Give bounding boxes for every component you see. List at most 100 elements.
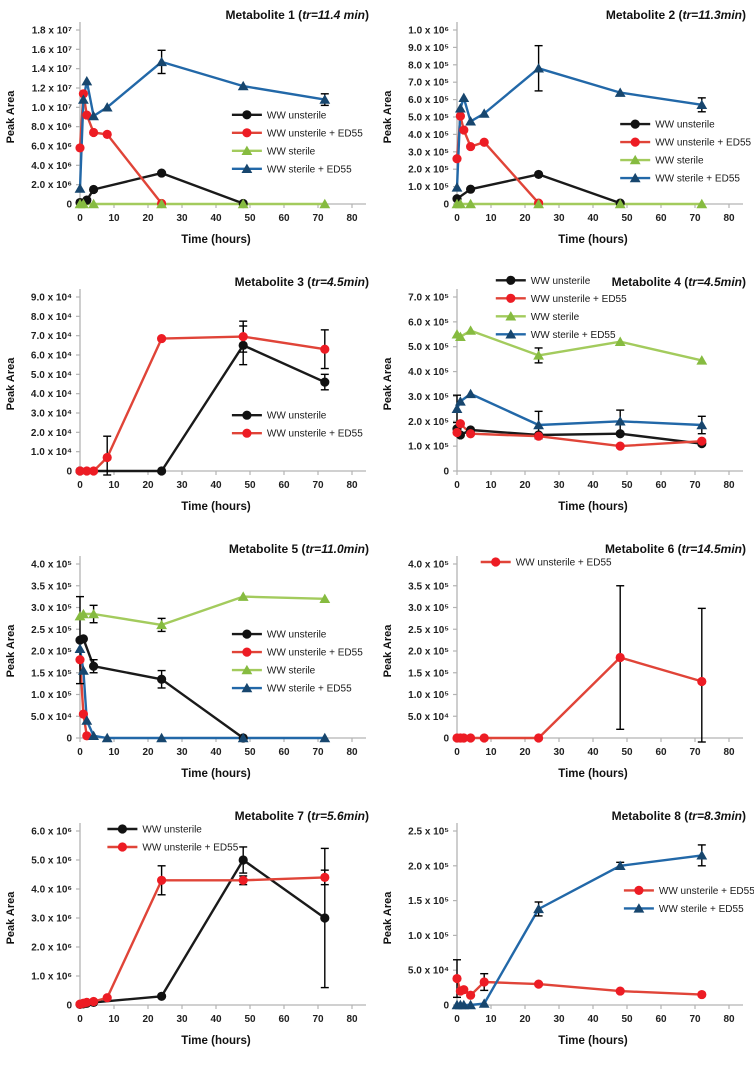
data-point-marker (451, 182, 463, 192)
x-tick-label: 40 (587, 747, 599, 758)
data-point-marker (156, 56, 167, 67)
data-point-marker (452, 427, 462, 438)
x-tick-label: 20 (519, 1014, 531, 1025)
data-point-marker (156, 198, 167, 209)
x-tick-label: 70 (689, 747, 701, 758)
x-tick-label: 60 (655, 747, 667, 758)
y-tick-label: 6.0 x 10⁶ (31, 827, 72, 838)
legend-item: WW unsterile + ED55 (620, 137, 752, 149)
y-tick-label: 2.0 x 10⁴ (31, 428, 72, 439)
data-point-marker (75, 466, 85, 476)
data-point-marker (320, 913, 330, 923)
data-point-marker (466, 184, 476, 194)
y-axis-label: Peak Area (382, 357, 394, 411)
x-tick-label: 20 (519, 213, 531, 224)
data-point-marker (455, 103, 466, 113)
legend-item: WW unsterile + ED55 (495, 293, 627, 305)
x-tick-label: 20 (142, 1014, 154, 1025)
x-tick-label: 40 (587, 1014, 599, 1025)
legend-label: WW unsterile + ED55 (267, 429, 363, 440)
y-tick-label: 9.0 x 10⁵ (408, 43, 449, 54)
x-tick-label: 70 (312, 1014, 324, 1025)
data-point-marker (238, 875, 248, 885)
x-tick-label: 80 (723, 213, 735, 224)
y-tick-label: 3.0 x 10⁵ (31, 603, 72, 614)
x-tick-label: 30 (176, 480, 188, 491)
data-point-marker (629, 172, 641, 183)
x-tick-label: 30 (176, 1014, 188, 1025)
legend: WW unsterile WW unsterile + ED55 WW steril… (495, 275, 627, 341)
data-point-marker (78, 94, 89, 104)
data-point-marker (81, 76, 93, 86)
legend-item: WW unsterile (620, 119, 715, 131)
legend-label: WW unsterile (267, 110, 327, 121)
x-tick-label: 10 (485, 480, 497, 491)
x-tick-label: 0 (77, 747, 83, 758)
legend-label: WW unsterile + ED55 (516, 558, 612, 569)
chart-metabolite-2: 0 1.0 x 10⁵ 2.0 x 10⁵ 3.0 x 10⁵ 4.0 x 10⁵ 5.0… (377, 0, 754, 267)
legend-item: WW unsterile (231, 110, 327, 121)
data-point-marker (81, 715, 93, 725)
legend: WW unsterile + ED55 (480, 557, 612, 569)
data-point-marker (82, 466, 92, 476)
data-point-marker (455, 111, 465, 121)
series-line (456, 173, 621, 205)
data-point-marker (242, 110, 252, 120)
y-tick-label: 5.0 x 10⁴ (31, 370, 72, 381)
x-tick-label: 40 (587, 480, 599, 491)
data-point-marker (458, 92, 470, 103)
data-point-marker (157, 168, 167, 178)
legend-label: WW unsterile (142, 825, 202, 836)
y-tick-label: 4.0 x 10⁵ (31, 560, 72, 571)
y-tick-label: 1.6 x 10⁷ (32, 45, 72, 56)
chart-title: Metabolite 2 (tr=11.3min) (606, 8, 746, 22)
chart-metabolite-3-svg: 0 1.0 x 10⁴ 2.0 x 10⁴ 3.0 x 10⁴ 4.0 x 10⁴ 5.0… (5, 275, 369, 513)
y-tick-label: 4.0 x 10⁶ (31, 885, 72, 896)
data-point-marker (242, 647, 252, 657)
x-tick-label: 10 (108, 747, 120, 758)
data-point-marker (78, 198, 89, 209)
y-tick-label: 5.0 x 10⁶ (31, 856, 72, 867)
data-point-marker (241, 664, 253, 675)
x-axis-label: Time (hours) (558, 234, 628, 246)
legend: WW unsterile WW unsterile + ED55 WW steril… (231, 629, 363, 695)
x-tick-label: 40 (210, 480, 222, 491)
data-point-marker (88, 198, 99, 209)
y-axis-label: Peak Area (382, 891, 394, 945)
data-point-marker (320, 344, 330, 354)
chart-metabolite-4-svg: 0 1.0 x 10⁵ 2.0 x 10⁵ 3.0 x 10⁵ 4.0 x 10⁵ 5.0… (382, 275, 746, 513)
x-tick-label: 60 (655, 213, 667, 224)
y-tick-label: 1.0 x 10⁵ (408, 442, 449, 453)
data-point-marker (466, 141, 476, 152)
data-point-marker (697, 676, 707, 687)
x-tick-label: 80 (346, 1014, 358, 1025)
x-tick-label: 0 (77, 1014, 83, 1025)
series-line (79, 858, 326, 1006)
legend: WW unsterile WW unsterile + ED55 WW steril… (231, 110, 363, 175)
data-point-marker (630, 119, 640, 129)
x-tick-label: 10 (485, 747, 497, 758)
x-tick-label: 0 (454, 480, 460, 491)
legend-item: WW unsterile (231, 410, 327, 422)
legend-label: WW unsterile + ED55 (655, 138, 751, 149)
data-point-marker (465, 116, 476, 126)
y-tick-label: 1.0 x 10⁶ (31, 972, 72, 983)
x-tick-label: 20 (142, 480, 154, 491)
data-point-marker (89, 466, 99, 476)
x-tick-label: 10 (108, 213, 120, 224)
data-point-marker (466, 429, 476, 439)
y-tick-label: 4.0 x 10⁵ (408, 560, 449, 571)
legend: WW unsterile WW unsterile + ED55 WW steril… (620, 119, 752, 185)
data-point-marker (101, 102, 113, 112)
legend-item: WW unsterile + ED55 (231, 647, 363, 659)
chart-metabolite-1-svg: 0 2.0 x 10⁶ 4.0 x 10⁶ 6.0 x 10⁶ 8.0 x 10⁶ 1.0… (5, 8, 369, 246)
y-tick-label: 3.5 x 10⁵ (31, 581, 72, 592)
y-tick-label: 6.0 x 10⁵ (408, 95, 449, 106)
x-tick-label: 30 (176, 747, 188, 758)
y-tick-label: 3.0 x 10⁵ (408, 147, 449, 158)
legend-item: WW sterile (231, 664, 316, 677)
y-tick-label: 6.0 x 10⁶ (31, 142, 72, 153)
legend-label: WW unsterile (267, 630, 327, 641)
y-tick-label: 1.5 x 10⁵ (408, 896, 449, 907)
